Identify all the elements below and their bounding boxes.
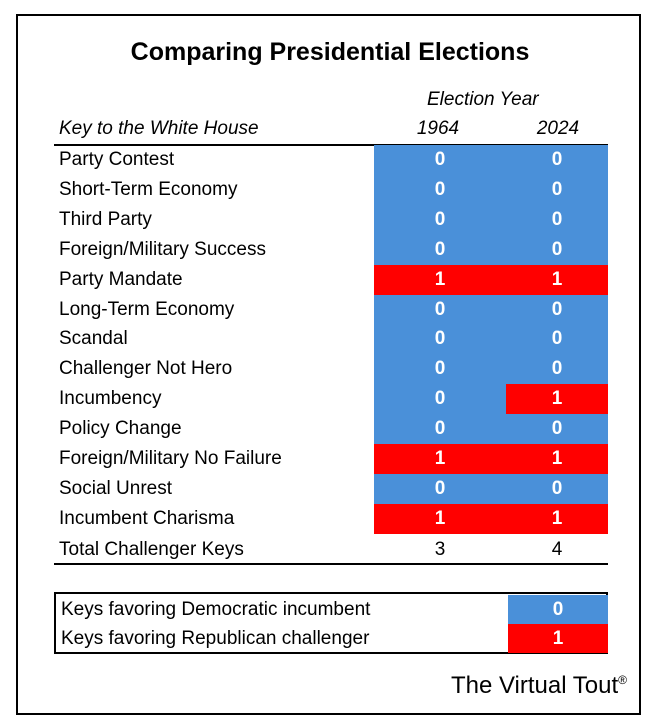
legend-swatch-zero: 0: [508, 595, 608, 624]
legend-row-democratic: Keys favoring Democratic incumbent 0: [56, 595, 608, 624]
key-label: Social Unrest: [59, 477, 172, 499]
value-cell-2024: 0: [506, 354, 608, 385]
key-column-header: Key to the White House: [59, 118, 259, 139]
value-cell-2024: 0: [506, 414, 608, 445]
value-cell-2024: 0: [506, 204, 608, 235]
total-value-1964: 3: [434, 538, 446, 560]
total-label: Total Challenger Keys: [59, 538, 244, 560]
key-label: Party Mandate: [59, 268, 183, 290]
key-label: Foreign/Military No Failure: [59, 448, 282, 469]
table-row: Social Unrest 0 0: [54, 473, 608, 504]
key-label: Party Contest: [59, 149, 175, 170]
value-cell-1964: 0: [374, 145, 506, 175]
brand-logo: The Virtual Tout®: [451, 672, 627, 700]
key-label: Long-Term Economy: [59, 298, 235, 320]
value-cell-2024: 1: [506, 384, 608, 415]
total-row: Total Challenger Keys 3 4: [54, 535, 608, 564]
legend-swatch-one: 1: [508, 624, 608, 653]
election-year-header: Election Year: [427, 89, 539, 110]
value-cell-2024: 0: [506, 234, 608, 265]
value-cell-1964: 0: [374, 234, 506, 265]
value-cell-1964: 0: [374, 473, 506, 504]
total-value-2024: 4: [551, 538, 563, 560]
total-rule: [54, 563, 608, 565]
table-row: Incumbency 0 1: [54, 384, 608, 415]
key-label: Third Party: [59, 208, 152, 230]
value-cell-1964: 0: [374, 174, 506, 205]
table-row: Foreign/Military Success 0 0: [54, 234, 608, 265]
key-label: Incumbent Charisma: [59, 507, 235, 529]
table-row: Party Contest 0 0: [54, 145, 608, 175]
value-cell-1964: 1: [374, 444, 506, 474]
key-label: Policy Change: [59, 418, 182, 440]
legend-box: Keys favoring Democratic incumbent 0 Key…: [54, 592, 608, 654]
table-row: Long-Term Economy 0 0: [54, 294, 608, 325]
brand-name: The Virtual Tout: [450, 672, 619, 699]
legend-label: Keys favoring Republican challenger: [61, 628, 370, 649]
key-label: Challenger Not Hero: [59, 358, 233, 380]
value-cell-2024: 0: [506, 473, 608, 504]
value-cell-2024: 0: [506, 324, 608, 355]
value-cell-1964: 0: [374, 204, 506, 235]
year-header-2024: 2024: [536, 118, 580, 139]
value-cell-1964: 1: [374, 503, 506, 534]
table-row: Short-Term Economy 0 0: [54, 174, 608, 205]
table-row: Scandal 0 0: [54, 324, 608, 355]
key-label: Scandal: [59, 328, 128, 350]
key-label: Foreign/Military Success: [59, 238, 266, 260]
registered-mark: ®: [618, 673, 627, 687]
table-row: Party Mandate 1 1: [54, 264, 608, 295]
key-label: Short-Term Economy: [59, 178, 238, 200]
value-cell-2024: 1: [506, 264, 608, 295]
chart-frame: [16, 14, 641, 715]
table-row: Foreign/Military No Failure 1 1: [54, 444, 608, 474]
value-cell-2024: 0: [506, 294, 608, 325]
value-cell-1964: 0: [374, 324, 506, 355]
value-cell-2024: 1: [506, 503, 608, 534]
legend-row-republican: Keys favoring Republican challenger 1: [56, 624, 608, 653]
value-cell-1964: 1: [374, 264, 506, 295]
value-cell-2024: 1: [506, 444, 608, 474]
header-rule: [54, 144, 608, 146]
value-cell-1964: 0: [374, 414, 506, 445]
year-header-1964: 1964: [416, 118, 460, 139]
legend-label: Keys favoring Democratic incumbent: [61, 599, 371, 620]
value-cell-2024: 0: [506, 145, 608, 175]
table-row: Third Party 0 0: [54, 204, 608, 235]
key-label: Incumbency: [59, 388, 162, 410]
value-cell-1964: 0: [374, 354, 506, 385]
chart-title: Comparing Presidential Elections: [130, 38, 530, 66]
table-row: Challenger Not Hero 0 0: [54, 354, 608, 385]
value-cell-1964: 0: [374, 294, 506, 325]
value-cell-2024: 0: [506, 174, 608, 205]
table-row: Incumbent Charisma 1 1: [54, 503, 608, 534]
table-row: Policy Change 0 0: [54, 414, 608, 445]
value-cell-1964: 0: [374, 384, 506, 415]
